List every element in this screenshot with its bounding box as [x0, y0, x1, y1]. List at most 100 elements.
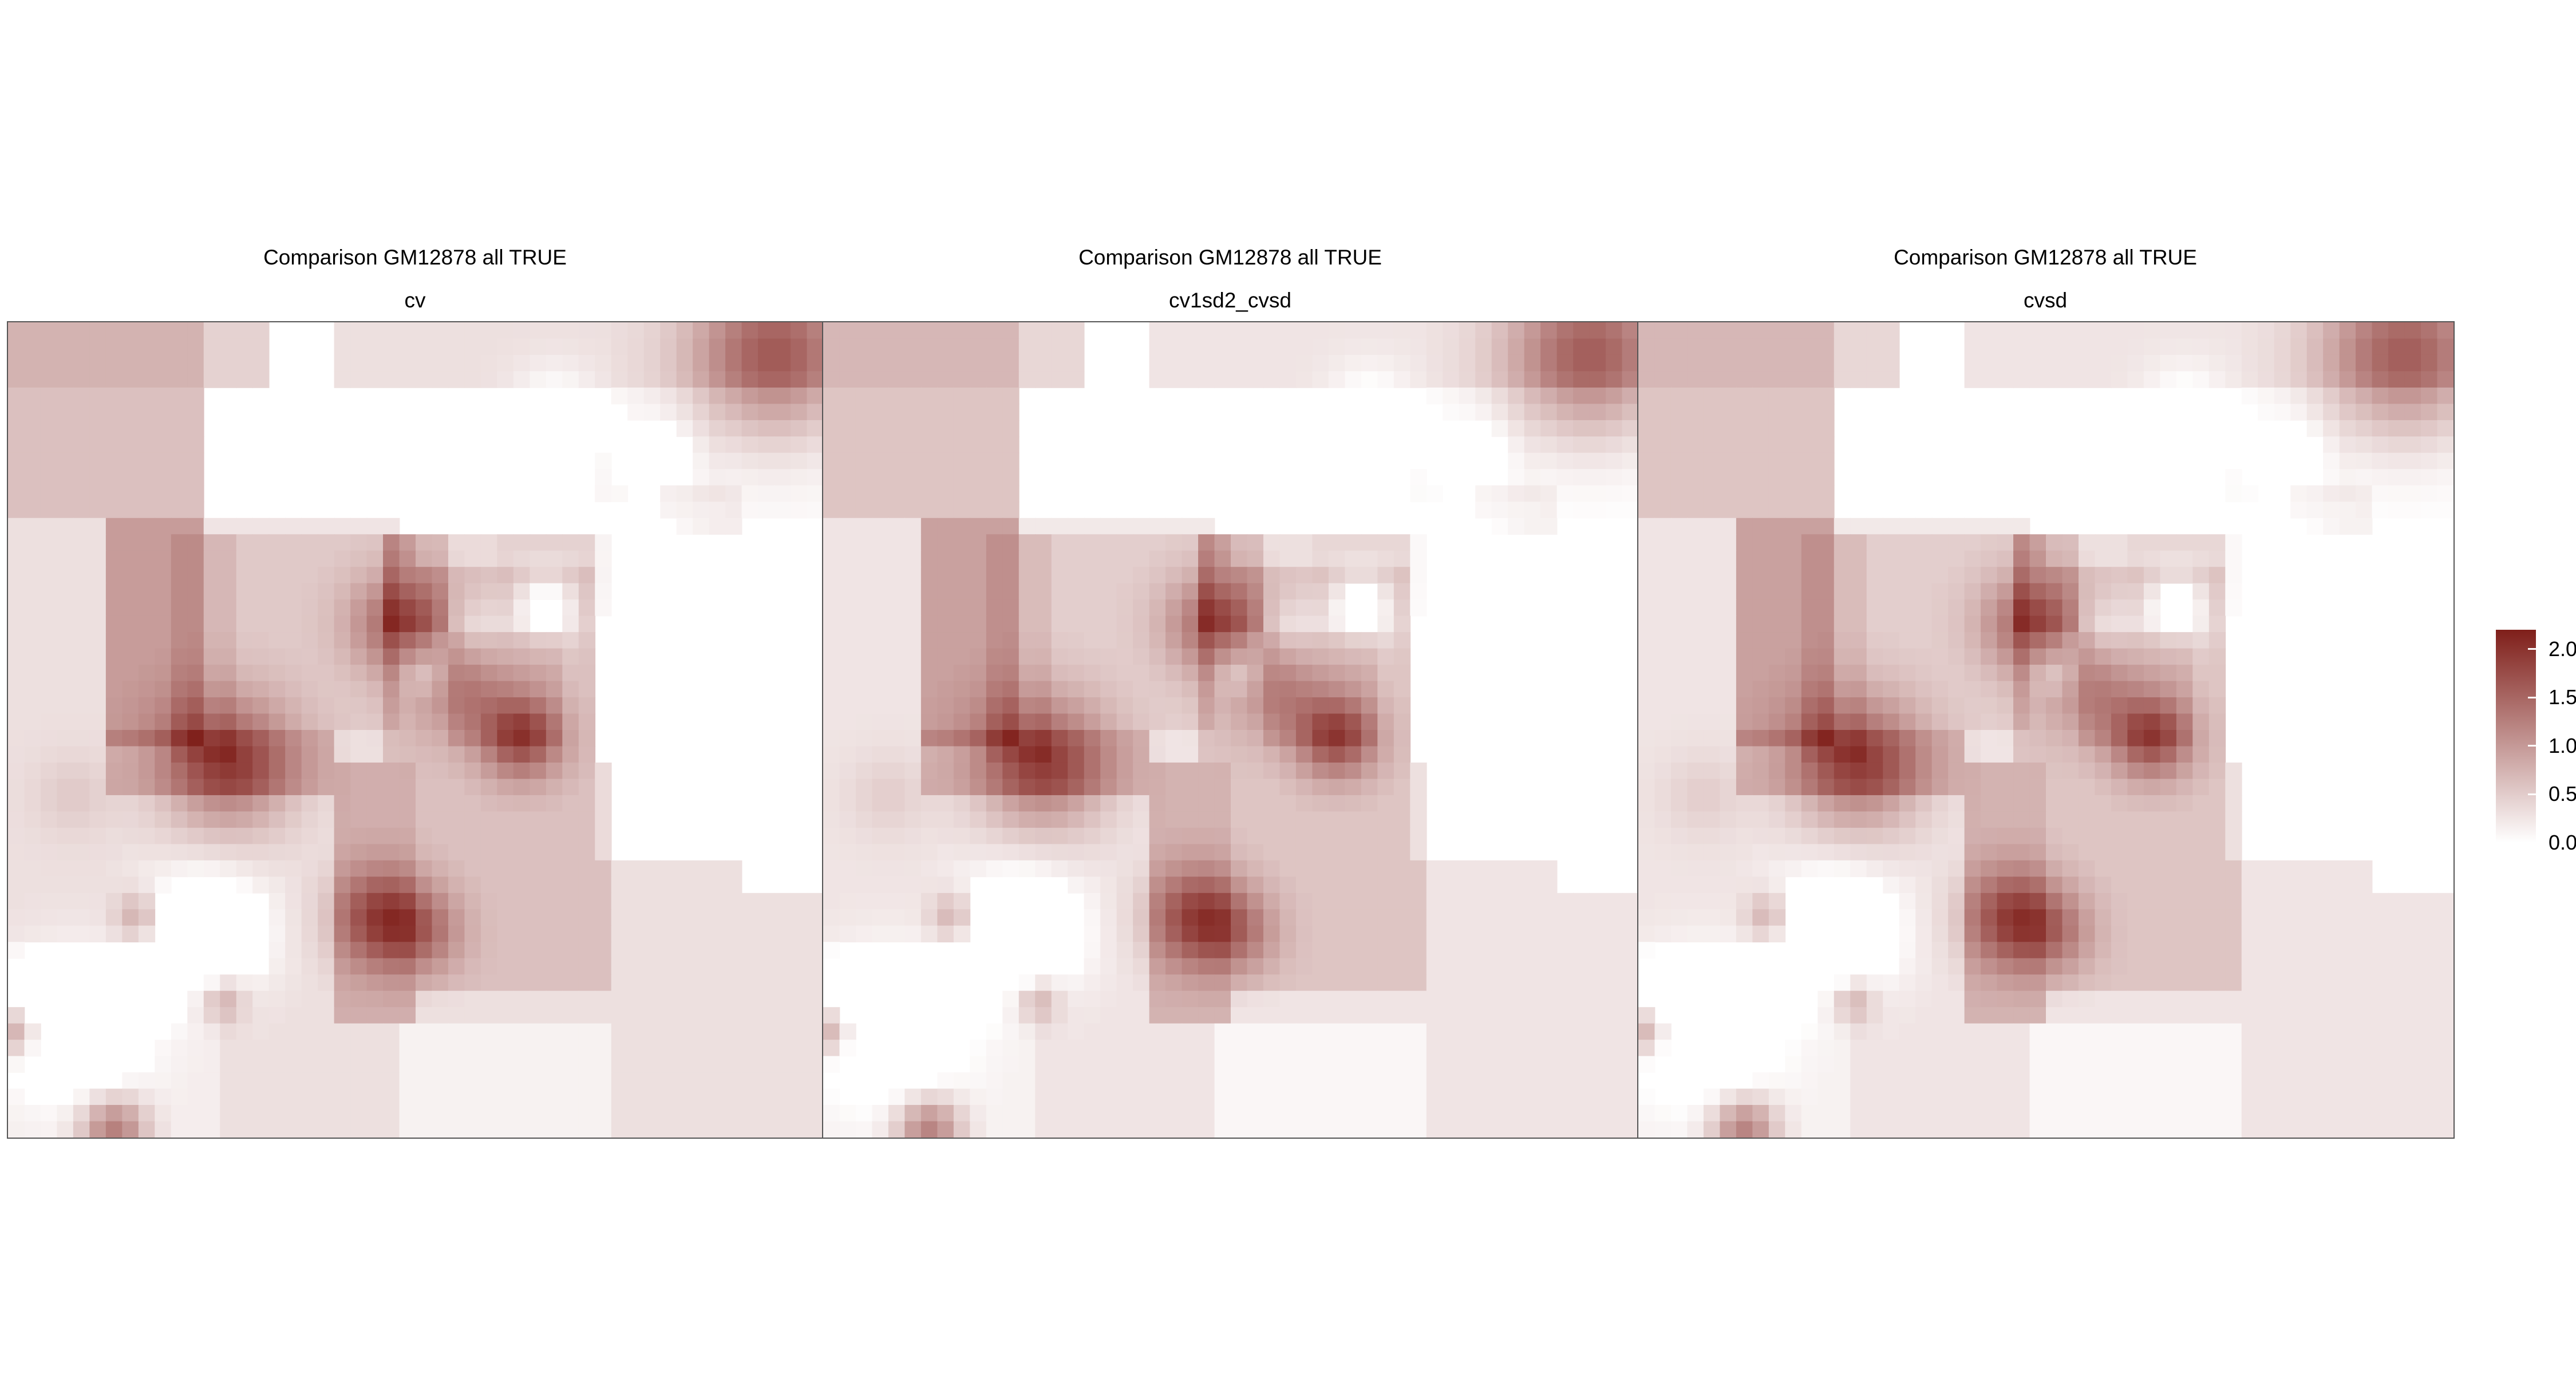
heatmap-cell — [595, 942, 612, 959]
heatmap-cell — [105, 550, 123, 568]
heatmap-cell — [2062, 795, 2079, 812]
heatmap-cell — [937, 665, 954, 682]
heatmap-cell — [480, 795, 498, 812]
heatmap-cell — [334, 893, 351, 910]
heatmap-cell — [1606, 436, 1623, 453]
heatmap-cell — [1345, 909, 1362, 926]
heatmap-cell — [791, 958, 808, 976]
heatmap-cell — [203, 730, 221, 747]
heatmap-cell — [2274, 925, 2291, 943]
heatmap-cell — [268, 909, 286, 926]
heatmap-cell — [2111, 827, 2128, 845]
heatmap-cell — [1165, 1088, 1183, 1105]
heatmap-cell — [432, 697, 449, 714]
heatmap-cell — [40, 1121, 58, 1138]
heatmap-cell — [530, 860, 547, 878]
heatmap-cell — [611, 990, 629, 1008]
heatmap-cell — [1508, 387, 1525, 405]
heatmap-cell — [497, 322, 514, 339]
heatmap-cell — [904, 844, 922, 861]
heatmap-cell — [1443, 893, 1460, 910]
heatmap-cell — [953, 518, 971, 535]
heatmap-cell — [1377, 1023, 1394, 1040]
heatmap-cell — [774, 420, 791, 437]
heatmap-cell — [1801, 811, 1819, 828]
heatmap-cell — [530, 974, 547, 992]
heatmap-cell — [2274, 909, 2291, 926]
heatmap-cell — [888, 420, 906, 437]
heatmap-cell — [970, 599, 987, 617]
heatmap-cell — [236, 1023, 254, 1040]
panel-title: Comparison GM12878 all TRUE — [263, 246, 567, 269]
heatmap-cell — [823, 420, 840, 437]
heatmap-cell — [1818, 534, 1835, 551]
heatmap-cell — [1247, 779, 1264, 796]
heatmap-cell — [2372, 404, 2389, 421]
heatmap-cell — [1198, 909, 1215, 926]
heatmap-cell — [301, 1023, 318, 1040]
heatmap-cell — [448, 681, 465, 698]
heatmap-cell — [1018, 1023, 1036, 1040]
heatmap-cell — [676, 371, 694, 388]
heatmap-cell — [839, 322, 856, 339]
heatmap-cell — [1931, 713, 1949, 731]
heatmap-cell — [383, 632, 400, 649]
heatmap-cell — [1165, 1007, 1183, 1024]
heatmap-cell — [1345, 762, 1362, 780]
heatmap-cell — [1736, 632, 1753, 649]
heatmap-cell — [1866, 648, 1884, 665]
heatmap-cell — [1002, 1007, 1020, 1024]
heatmap-cell — [399, 827, 416, 845]
heatmap-cell — [1295, 1056, 1313, 1073]
heatmap-cell — [1491, 1056, 1509, 1073]
heatmap-cell — [920, 762, 938, 780]
heatmap-cell — [497, 713, 514, 731]
heatmap-cell — [1214, 615, 1231, 633]
heatmap-cell — [1312, 534, 1329, 551]
heatmap-cell — [1182, 567, 1199, 584]
heatmap-cell — [1687, 518, 1704, 535]
heatmap-cell — [530, 795, 547, 812]
heatmap-cell — [416, 730, 433, 747]
heatmap-cell — [1361, 730, 1378, 747]
heatmap-cell — [2046, 844, 2063, 861]
heatmap-cell — [2225, 925, 2242, 943]
heatmap-cell — [1981, 371, 1998, 388]
heatmap-cell — [2339, 387, 2356, 405]
heatmap-cell — [595, 958, 612, 976]
heatmap-cell — [1116, 1105, 1133, 1122]
heatmap-cell — [1361, 893, 1378, 910]
heatmap-cell — [57, 452, 74, 470]
heatmap-cell — [823, 697, 840, 714]
heatmap-cell — [1670, 681, 1688, 698]
heatmap-cell — [383, 338, 400, 356]
heatmap-cell — [318, 827, 335, 845]
heatmap-cell — [187, 779, 204, 796]
heatmap-cell — [366, 893, 384, 910]
heatmap-cell — [480, 1007, 498, 1024]
heatmap-cell — [1752, 371, 1769, 388]
heatmap-cell — [2127, 632, 2144, 649]
heatmap-cell — [480, 827, 498, 845]
heatmap-cell — [8, 615, 25, 633]
heatmap-cell — [2013, 909, 2030, 926]
heatmap-cell — [57, 583, 74, 601]
heatmap-cell — [1263, 925, 1281, 943]
heatmap-cell — [1035, 567, 1052, 584]
heatmap-cell — [2062, 713, 2079, 731]
heatmap-cell — [383, 713, 400, 731]
heatmap-cell — [432, 730, 449, 747]
heatmap-cell — [1116, 534, 1133, 551]
heatmap-cell — [1377, 550, 1394, 568]
heatmap-cell — [1899, 665, 1917, 682]
heatmap-cell — [334, 827, 351, 845]
heatmap-cell — [578, 697, 596, 714]
heatmap-cell — [1785, 534, 1802, 551]
heatmap-cell — [1165, 1056, 1183, 1073]
heatmap-cell — [138, 844, 156, 861]
heatmap-cell — [1654, 534, 1672, 551]
heatmap-cell — [1393, 762, 1411, 780]
heatmap-cell — [8, 371, 25, 388]
heatmap-cell — [872, 746, 889, 763]
heatmap-cell — [268, 550, 286, 568]
